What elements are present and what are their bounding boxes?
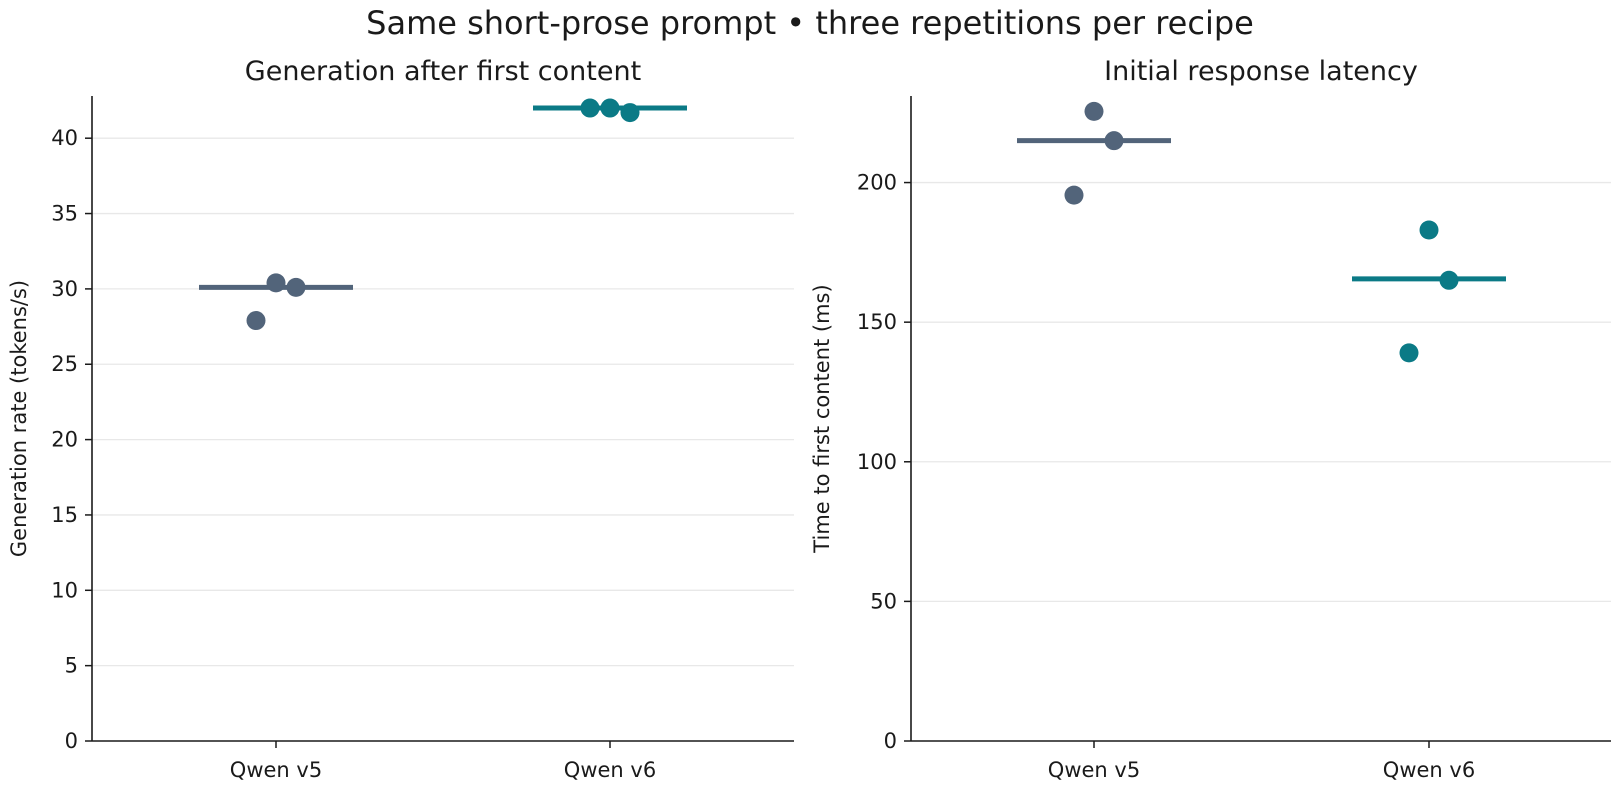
y-tick-label: 0 xyxy=(884,729,897,753)
data-point xyxy=(1399,343,1419,363)
data-point xyxy=(1084,101,1104,121)
generation-rate-chart: 0 5 10 15 20 25 30 35 40 Qwen v5 Qwen v6 Generation… xyxy=(7,56,794,782)
y-tick-label: 30 xyxy=(51,277,78,301)
y-tick-label: 100 xyxy=(857,450,897,474)
data-point xyxy=(620,103,640,123)
y-tick-label: 25 xyxy=(51,352,78,376)
data-point xyxy=(1104,131,1124,151)
y-axis-label: Generation rate (tokens/s) xyxy=(7,280,31,557)
data-point xyxy=(1439,270,1459,290)
data-point xyxy=(1064,185,1084,205)
data-point xyxy=(580,98,600,118)
data-point xyxy=(600,98,620,118)
y-tick-label: 50 xyxy=(870,589,897,613)
y-tick-label: 5 xyxy=(65,654,78,678)
x-tick-label: Qwen v6 xyxy=(1383,758,1475,782)
data-point xyxy=(1419,220,1439,240)
y-tick-label: 200 xyxy=(857,171,897,195)
chart-title: Initial response latency xyxy=(1104,56,1418,87)
x-tick-label: Qwen v5 xyxy=(1048,758,1140,782)
x-tick-label: Qwen v5 xyxy=(230,758,322,782)
y-tick-label: 150 xyxy=(857,310,897,334)
y-axis-label: Time to first content (ms) xyxy=(810,284,834,553)
y-tick-label: 10 xyxy=(51,578,78,602)
chart-title: Generation after first content xyxy=(245,56,641,87)
y-tick-label: 35 xyxy=(51,202,78,226)
y-tick-label: 0 xyxy=(65,729,78,753)
y-tick-label: 40 xyxy=(51,126,78,150)
x-tick-label: Qwen v6 xyxy=(564,758,656,782)
figure-title: Same short-prose prompt • three repetiti… xyxy=(366,4,1254,42)
y-tick-label: 15 xyxy=(51,503,78,527)
data-point xyxy=(246,311,266,331)
data-point xyxy=(286,277,306,297)
latency-chart: 0 50 100 150 200 Qwen v5 Qwen v6 Initial respon… xyxy=(810,56,1611,782)
data-point xyxy=(266,273,286,293)
y-tick-label: 20 xyxy=(51,428,78,452)
